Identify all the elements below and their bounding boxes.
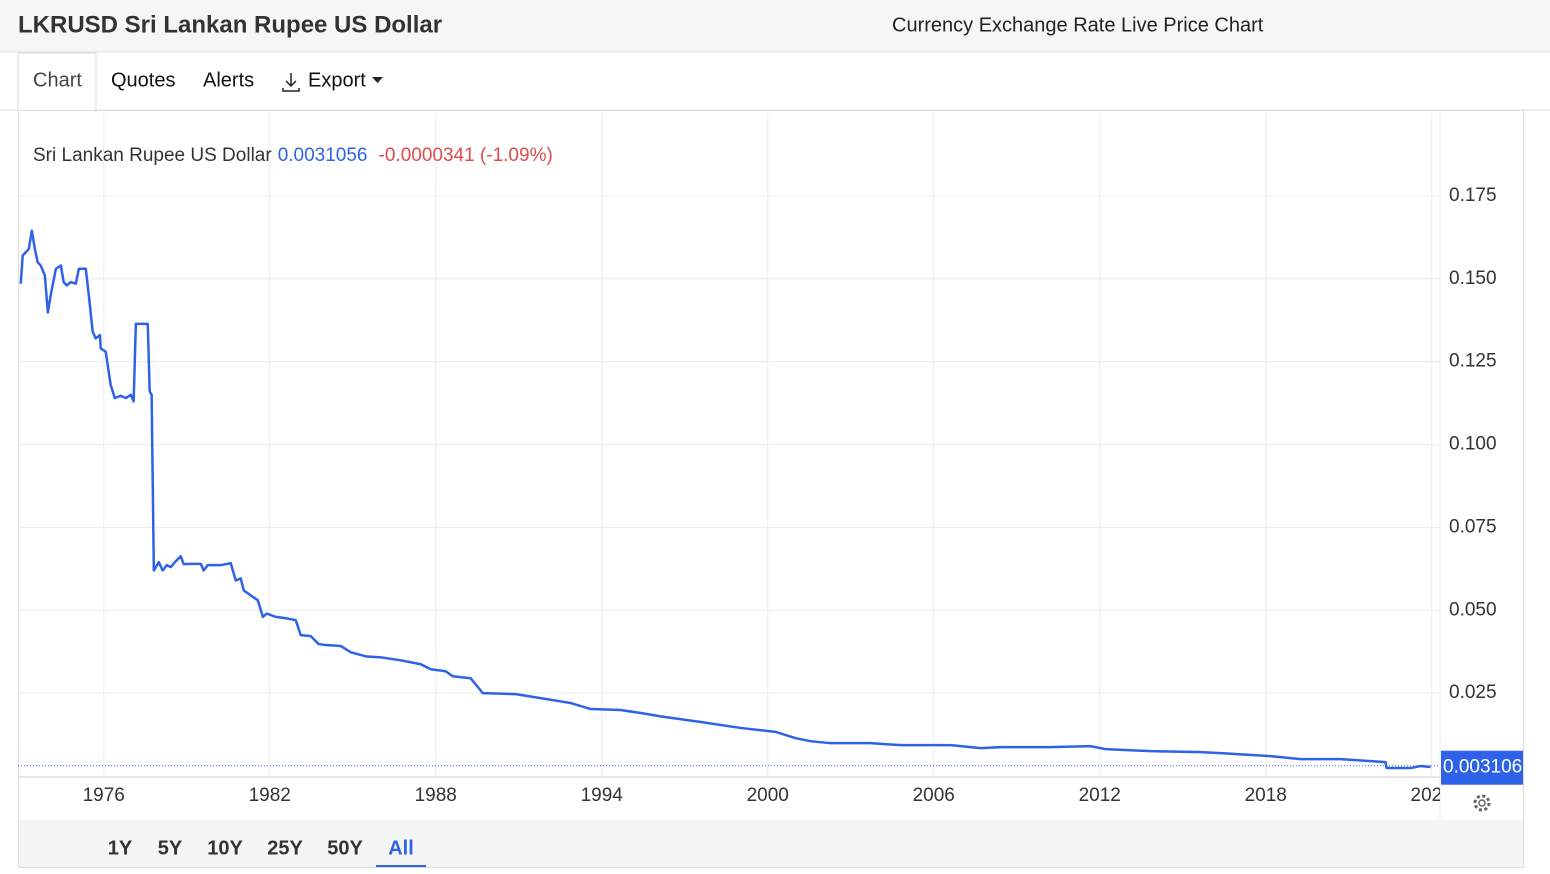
- x-tick-label: 1982: [249, 785, 291, 806]
- header-bar: [0, 0, 1550, 52]
- tab[interactable]: Export: [308, 69, 366, 91]
- caret: [372, 77, 383, 83]
- grid: 0.025 0.050 0.075 0.100 0.125 0.150 0.175: [18, 185, 1497, 703]
- range-button[interactable]: 5Y: [158, 837, 183, 859]
- range-underline: [376, 865, 426, 867]
- gear-teeth: [1473, 794, 1491, 812]
- y-tick-label: 0.150: [1449, 268, 1497, 289]
- range-button[interactable]: 1Y: [108, 837, 133, 859]
- y-tick-label: 0.075: [1449, 516, 1497, 537]
- gear-hub: [1478, 799, 1486, 807]
- page-subtitle: Currency Exchange Rate Live Price Chart: [892, 14, 1264, 36]
- y-tick-label: 0.100: [1449, 434, 1497, 455]
- x-tick-label: 1976: [83, 785, 125, 806]
- legend-change: -0.0000341 (-1.09%): [379, 145, 553, 166]
- x-tick-label: 1994: [581, 785, 624, 806]
- y-tick-label: 0.175: [1449, 185, 1497, 206]
- range-buttons: 1Y 5Y 10Y 25Y 50Y All: [108, 837, 426, 867]
- y-tick-label: 0.050: [1449, 599, 1497, 620]
- y-tick-label: 0.125: [1449, 351, 1497, 372]
- x-tick-label: 2000: [747, 785, 789, 806]
- range-button[interactable]: 50Y: [327, 837, 363, 859]
- tab[interactable]: Quotes: [111, 69, 175, 91]
- x-tick-label: 2018: [1245, 785, 1287, 806]
- legend-price: 0.0031056: [278, 145, 368, 166]
- active-tab[interactable]: [17, 52, 97, 112]
- download-icon: [282, 73, 300, 92]
- x-tick-label: 2024: [1411, 785, 1454, 806]
- settings-icon[interactable]: [1473, 794, 1491, 812]
- x-tick-label: 2012: [1079, 785, 1121, 806]
- x-tick-label: 1988: [415, 785, 457, 806]
- plot: 1976 1982 1988 1994 2000 2006 2012 2018 2024: [18, 113, 1454, 806]
- legend: Sri Lankan Rupee US Dollar 0.0031056 -0.…: [33, 145, 553, 166]
- last-value-box: [1441, 750, 1523, 785]
- chart-panel: [18, 110, 1524, 868]
- last-value-label: 0.003106: [1443, 757, 1522, 778]
- range-bar: [19, 820, 1523, 867]
- tab[interactable]: Chart: [33, 69, 82, 91]
- x-tick-label: 2006: [913, 785, 955, 806]
- range-button[interactable]: 25Y: [267, 837, 303, 859]
- page-title: LKRUSD Sri Lankan Rupee US Dollar: [18, 11, 442, 38]
- range-button[interactable]: 10Y: [207, 837, 243, 859]
- price-line: [19, 229, 1431, 770]
- tab[interactable]: Alerts: [203, 69, 254, 91]
- legend-name: Sri Lankan Rupee US Dollar: [33, 145, 272, 166]
- range-button[interactable]: All: [388, 837, 414, 859]
- y-tick-label: 0.025: [1449, 682, 1497, 703]
